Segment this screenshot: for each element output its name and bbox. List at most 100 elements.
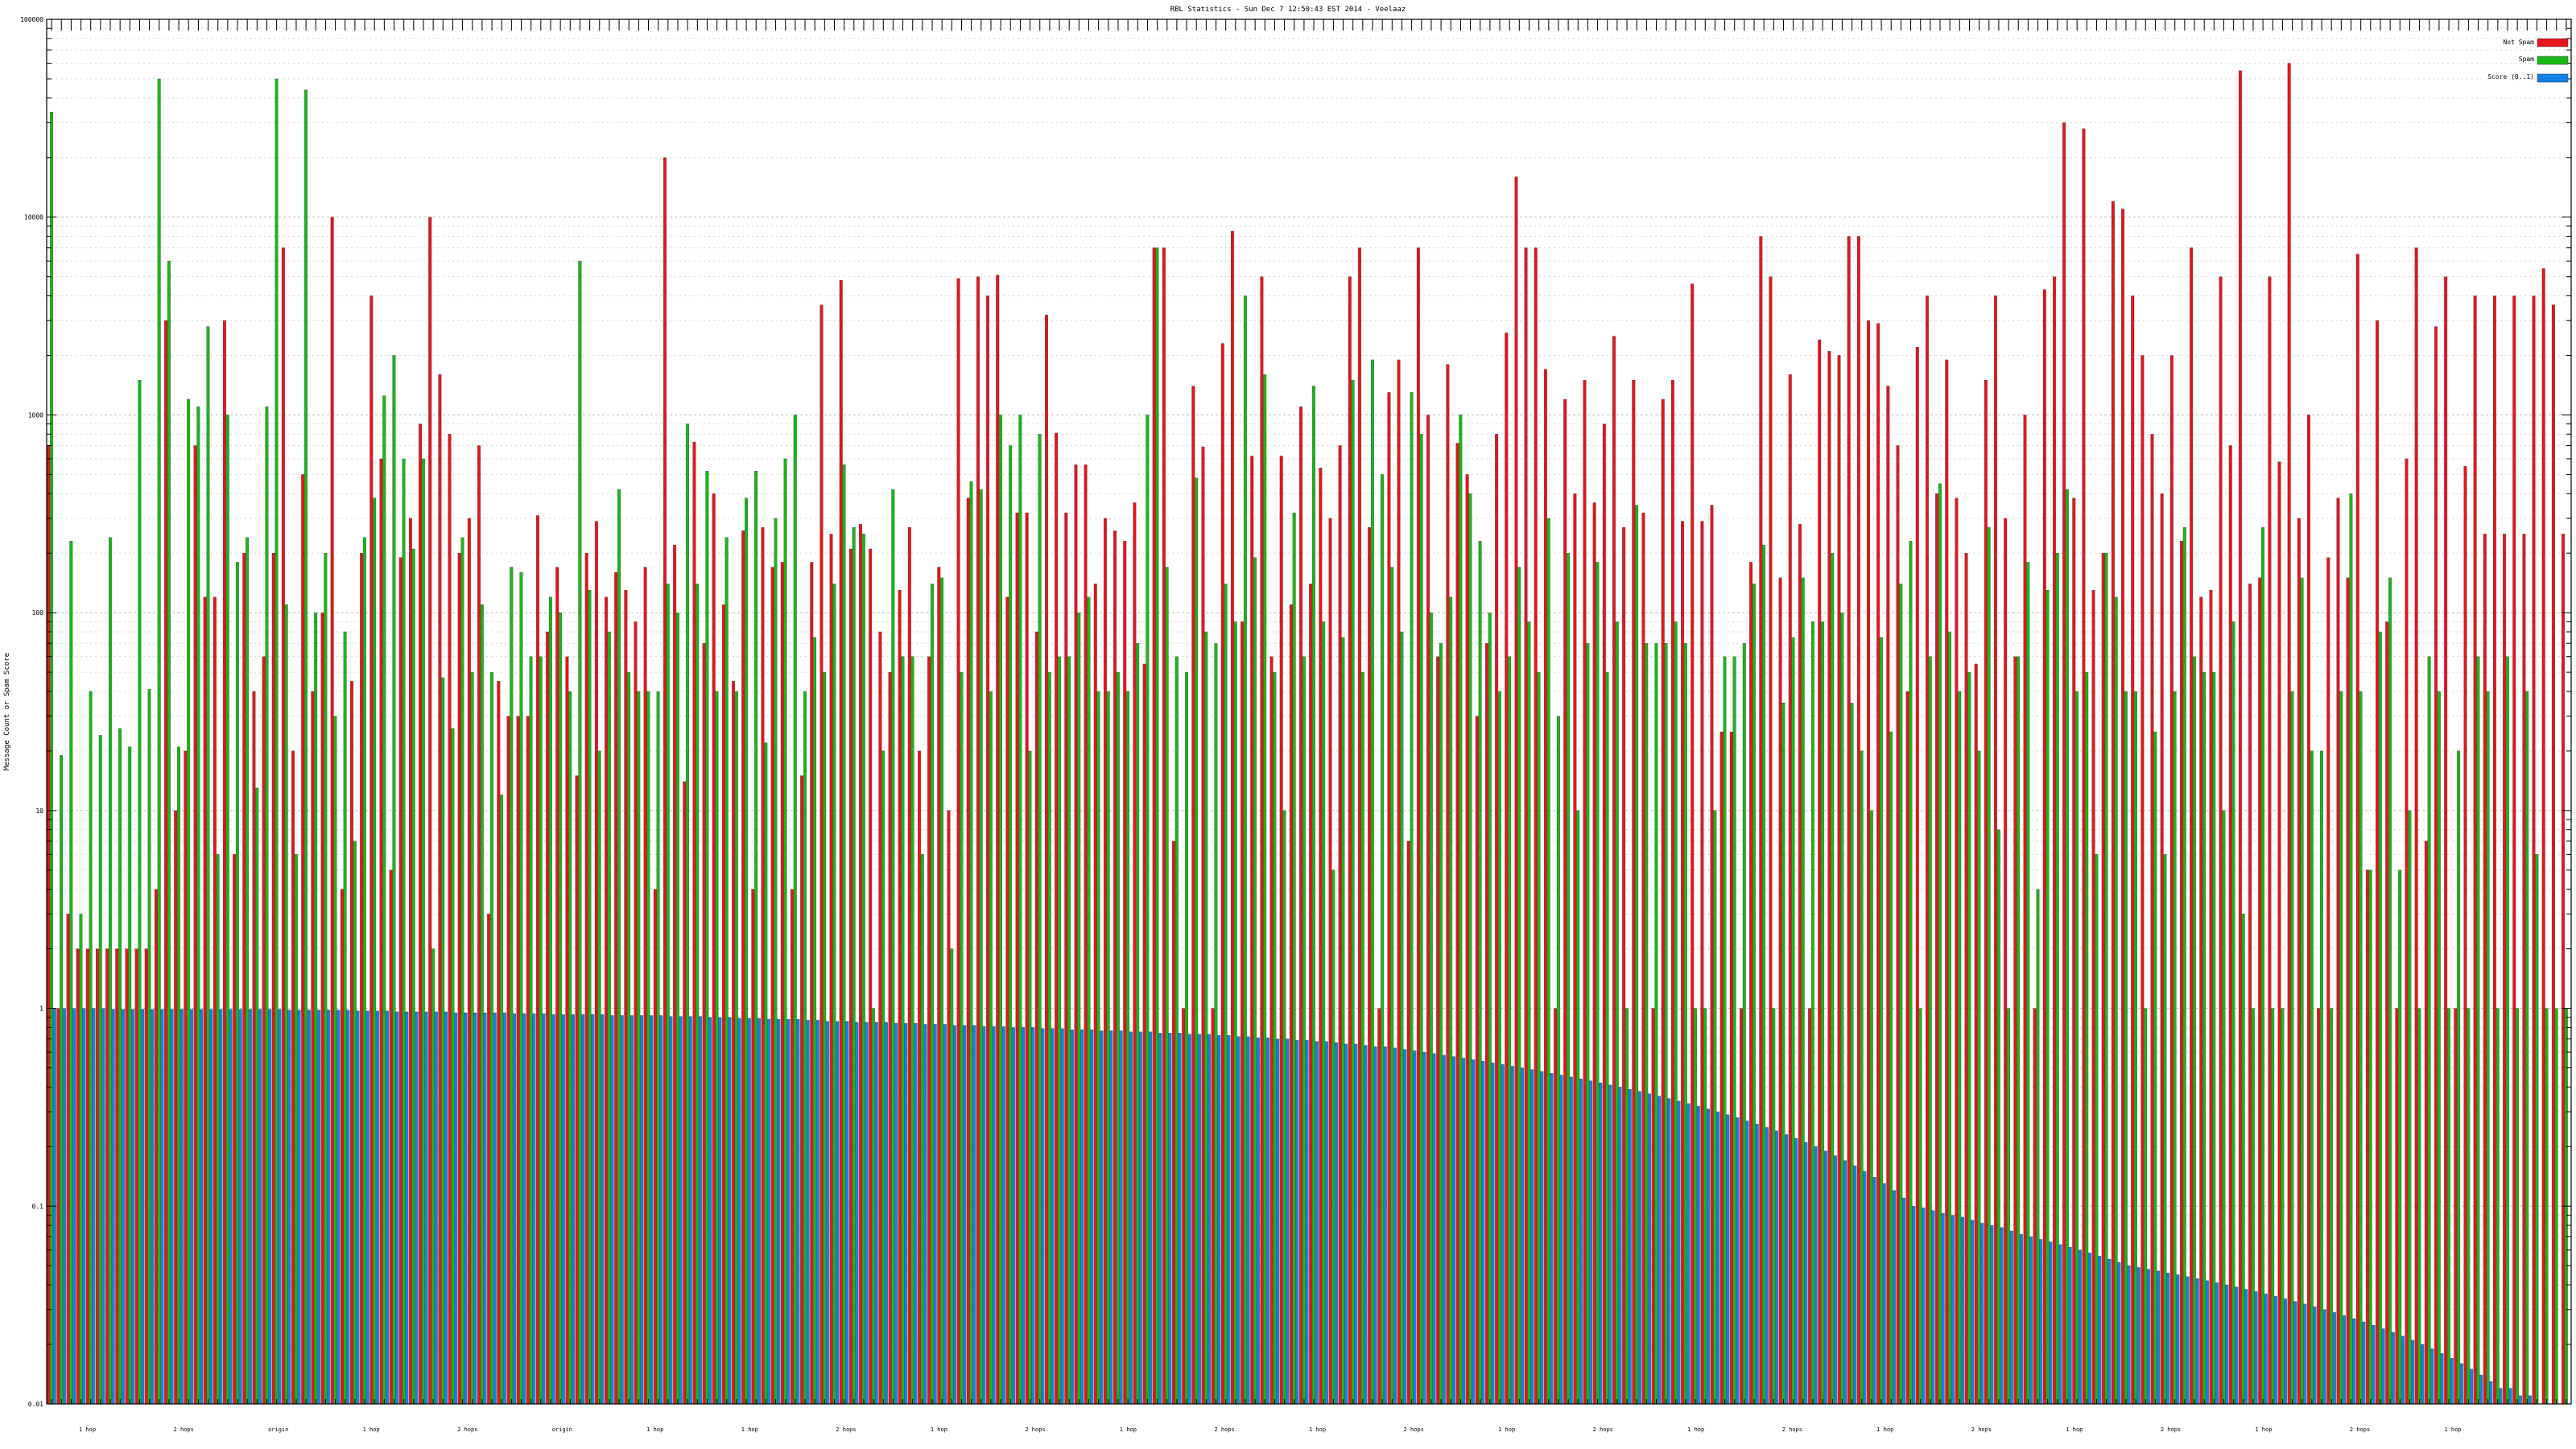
bar-score (1208, 1034, 1212, 1405)
bar-not-spam (1191, 386, 1195, 1405)
bar-spam (2065, 489, 2069, 1405)
bar-not-spam (2121, 208, 2124, 1405)
bar-spam (2349, 493, 2353, 1405)
bar-spam (187, 398, 191, 1405)
bar-not-spam (2169, 355, 2174, 1405)
bar-spam (1880, 637, 1883, 1405)
bar-score (1569, 1076, 1573, 1405)
bar-score (92, 1008, 96, 1405)
bar-spam (333, 716, 337, 1405)
bar-not-spam (2004, 518, 2008, 1405)
bar-score (923, 1024, 927, 1405)
bar-not-spam (1514, 176, 1518, 1405)
bar-not-spam (869, 548, 873, 1405)
bar-not-spam (1074, 464, 1078, 1405)
bar-spam (324, 553, 328, 1405)
y-tick-label: 1000 (28, 411, 43, 419)
bar-score (699, 1016, 702, 1405)
bar-not-spam (1759, 236, 1763, 1405)
bar-not-spam (653, 889, 657, 1405)
bar-spam (1821, 621, 1824, 1405)
bar-score (865, 1022, 869, 1405)
bar-score (258, 1009, 262, 1405)
bar-spam (470, 671, 474, 1405)
bar-spam (1546, 518, 1550, 1405)
bar-spam (1106, 691, 1110, 1405)
bar-not-spam (1651, 1008, 1655, 1405)
bar-spam (1478, 541, 1482, 1405)
bar-spam (353, 840, 357, 1405)
bar-score (885, 1022, 888, 1405)
bar-not-spam (1220, 343, 1224, 1405)
bar-spam (1233, 621, 1237, 1405)
bar-spam (1918, 1008, 1922, 1405)
bar-score (1217, 1035, 1221, 1405)
bar-spam (1459, 415, 1463, 1405)
bar-spam (392, 355, 396, 1405)
bar-score (1736, 1117, 1740, 1405)
bar-score (72, 1008, 76, 1405)
bar-spam (460, 537, 464, 1405)
bar-score (1843, 1160, 1847, 1405)
bar-not-spam (565, 656, 569, 1405)
bar-not-spam (2238, 70, 2242, 1405)
bar-not-spam (2365, 869, 2369, 1405)
bar-spam (1146, 415, 1150, 1405)
bar-spam (2378, 631, 2382, 1405)
bar-score (2401, 1335, 2405, 1405)
bar-spam (2525, 691, 2529, 1405)
bar-score (356, 1010, 360, 1405)
bar-score (815, 1020, 819, 1405)
bar-score (1031, 1027, 1035, 1405)
bar-not-spam (1749, 562, 1753, 1405)
bar-not-spam (2522, 534, 2526, 1405)
bar-not-spam (2082, 128, 2086, 1405)
bar-not-spam (663, 157, 667, 1405)
bar-spam (225, 415, 229, 1405)
bar-score (1521, 1067, 1524, 1405)
bar-spam (2202, 671, 2207, 1405)
bar-spam (1703, 1008, 1707, 1405)
x-group-label: 2 hops (1971, 1426, 1992, 1433)
bar-not-spam (1241, 621, 1245, 1405)
bar-score (238, 1009, 242, 1405)
legend: Not Spam Spam Score (0..1) (2487, 38, 2569, 83)
bar-not-spam (1505, 332, 1509, 1405)
bar-not-spam (2131, 295, 2135, 1405)
bar-not-spam (1690, 283, 1695, 1405)
bar-spam (1723, 656, 1727, 1405)
bar-spam (1341, 637, 1345, 1405)
bar-not-spam (2258, 577, 2262, 1405)
bar-spam (2545, 1008, 2549, 1405)
bar-not-spam (898, 589, 902, 1405)
bar-spam (1752, 584, 1756, 1405)
bar-score (1354, 1043, 1358, 1405)
bar-not-spam (712, 493, 716, 1405)
bar-spam (2388, 577, 2392, 1405)
bar-not-spam (1358, 247, 1361, 1405)
bar-score (874, 1022, 878, 1405)
bar-score (1637, 1091, 1641, 1405)
bar-score (2332, 1312, 2336, 1405)
bar-not-spam (1670, 380, 1674, 1405)
bar-score (1364, 1045, 1368, 1405)
bar-spam (196, 407, 200, 1405)
bar-spam (2163, 854, 2167, 1405)
bar-spam (2192, 656, 2196, 1405)
bar-score (836, 1021, 840, 1405)
bar-spam (108, 537, 112, 1405)
bar-not-spam (800, 775, 804, 1405)
bar-score (111, 1009, 115, 1405)
bar-not-spam (1084, 464, 1088, 1405)
bar-spam (1136, 643, 1140, 1405)
bar-not-spam (770, 567, 774, 1405)
bar-score (992, 1026, 996, 1405)
bar-not-spam (1681, 521, 1685, 1405)
bar-not-spam (888, 671, 892, 1405)
bar-score (141, 1009, 145, 1405)
bar-score (1775, 1130, 1779, 1405)
bar-not-spam (741, 530, 745, 1405)
bar-spam (2398, 869, 2402, 1405)
bar-spam (1694, 1008, 1697, 1405)
bar-score (591, 1014, 595, 1405)
